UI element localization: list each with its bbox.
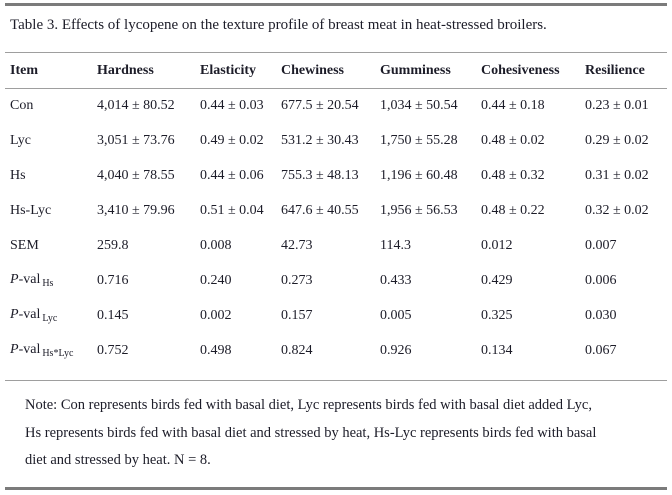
table-cell: 0.134 — [481, 342, 513, 358]
table-cell: 0.157 — [281, 307, 313, 323]
row-label: P-val Hs*Lyc — [10, 341, 74, 360]
table-row: SEM 259.8 0.008 42.73 114.3 0.012 0.007 — [10, 228, 662, 263]
table-cell: 0.48 ± 0.22 — [481, 202, 545, 218]
row-label-italic: P — [10, 306, 19, 322]
table-cell: 1,196 ± 60.48 — [380, 167, 458, 183]
table-cell: 0.005 — [380, 307, 412, 323]
table-cell: 0.824 — [281, 342, 313, 358]
data-table: Item Hardness Elasticity Chewiness Gumminess… — [10, 53, 662, 368]
table-cell: 0.145 — [97, 307, 129, 323]
table-cell: 0.273 — [281, 272, 313, 288]
note-line: Hs represents birds fed with basal diet … — [25, 424, 597, 441]
table-cell: 0.429 — [481, 272, 513, 288]
table-cell: 1,034 ± 50.54 — [380, 97, 458, 113]
table-cell: 0.29 ± 0.02 — [585, 132, 649, 148]
row-label-sub: Hs — [42, 278, 54, 290]
table-cell: 0.48 ± 0.02 — [481, 132, 545, 148]
table-cell: 0.752 — [97, 342, 129, 358]
table-cell: 0.012 — [481, 237, 513, 253]
row-label: P-val Hs — [10, 271, 54, 290]
table-row: Hs 4,040 ± 78.55 0.44 ± 0.06 755.3 ± 48.13 1… — [10, 158, 662, 193]
table-cell: 0.498 — [200, 342, 232, 358]
table-body: Con 4,014 ± 80.52 0.44 ± 0.03 677.5 ± 20.54… — [10, 88, 662, 368]
table-cell: 114.3 — [380, 237, 411, 253]
row-label: Lyc — [10, 132, 31, 148]
row-label-italic: P — [10, 341, 19, 357]
table-row: P-val Hs*Lyc 0.752 0.498 0.824 0.926 0.134 0.06… — [10, 333, 662, 368]
row-label-sub: Lyc — [42, 313, 58, 325]
header-cell: Cohesiveness — [481, 62, 560, 78]
table-cell: 0.008 — [200, 237, 232, 253]
table-caption: Table 3. Effects of lycopene on the text… — [10, 17, 547, 33]
table-cell: 0.44 ± 0.18 — [481, 97, 545, 113]
header-row: Item Hardness Elasticity Chewiness Gumminess… — [10, 53, 662, 88]
table-cell: 0.433 — [380, 272, 412, 288]
note-line: Note: Con represents birds fed with basa… — [25, 397, 592, 413]
table-row: Hs-Lyc 3,410 ± 79.96 0.51 ± 0.04 647.6 ± 40… — [10, 193, 662, 228]
table-cell: 4,040 ± 78.55 — [97, 167, 175, 183]
table-note: Note: Con represents birds fed with basa… — [25, 392, 660, 475]
table-row: Lyc 3,051 ± 73.76 0.49 ± 0.02 531.2 ± 30.43… — [10, 123, 662, 158]
footer-rule — [5, 380, 667, 381]
table-cell: 3,410 ± 79.96 — [97, 202, 175, 218]
table-cell: 1,956 ± 56.53 — [380, 202, 458, 218]
table-cell: 259.8 — [97, 237, 129, 253]
row-label: P-val Lyc — [10, 306, 58, 325]
table-cell: 42.73 — [281, 237, 313, 253]
table-cell: 0.32 ± 0.02 — [585, 202, 649, 218]
table-cell: 677.5 ± 20.54 — [281, 97, 359, 113]
table-cell: 0.48 ± 0.32 — [481, 167, 545, 183]
header-cell: Elasticity — [200, 62, 256, 78]
table-row: P-val Hs 0.716 0.240 0.273 0.433 0.429 0.006 — [10, 263, 662, 298]
table-cell: 0.002 — [200, 307, 232, 323]
table-cell: 1,750 ± 55.28 — [380, 132, 458, 148]
table-cell: 0.23 ± 0.01 — [585, 97, 649, 113]
top-rule — [5, 3, 667, 6]
table-cell: 0.067 — [585, 342, 617, 358]
row-label-sub: Hs*Lyc — [42, 348, 74, 360]
table-cell: 3,051 ± 73.76 — [97, 132, 175, 148]
table-cell: 0.44 ± 0.03 — [200, 97, 264, 113]
header-cell: Hardness — [97, 62, 154, 78]
row-label: Hs — [10, 167, 26, 183]
caption-rule — [5, 52, 667, 53]
table-cell: 0.926 — [380, 342, 412, 358]
row-label: Con — [10, 97, 34, 113]
table-cell: 0.44 ± 0.06 — [200, 167, 264, 183]
table-cell: 4,014 ± 80.52 — [97, 97, 175, 113]
table-row: P-val Lyc 0.145 0.002 0.157 0.005 0.325 0.030 — [10, 298, 662, 333]
table-cell: 0.49 ± 0.02 — [200, 132, 264, 148]
table-cell: 0.007 — [585, 237, 617, 253]
table-cell: 647.6 ± 40.55 — [281, 202, 359, 218]
table-cell: 755.3 ± 48.13 — [281, 167, 359, 183]
note-line: diet and stressed by heat. N = 8. — [25, 452, 211, 468]
header-cell: Chewiness — [281, 62, 345, 78]
table-row: Con 4,014 ± 80.52 0.44 ± 0.03 677.5 ± 20.54… — [10, 88, 662, 123]
table-cell: 0.51 ± 0.04 — [200, 202, 264, 218]
table-cell: 0.006 — [585, 272, 617, 288]
table-cell: 0.716 — [97, 272, 129, 288]
table-cell: 0.325 — [481, 307, 513, 323]
table-cell: 531.2 ± 30.43 — [281, 132, 359, 148]
table-cell: 0.31 ± 0.02 — [585, 167, 649, 183]
header-cell: Gumminess — [380, 62, 451, 78]
row-label: Hs-Lyc — [10, 202, 52, 218]
header-cell: Resilience — [585, 62, 645, 78]
table-cell: 0.240 — [200, 272, 232, 288]
row-label: SEM — [10, 237, 39, 253]
bottom-rule — [5, 487, 667, 490]
row-label-italic: P — [10, 271, 19, 287]
header-cell: Item — [10, 62, 38, 78]
table-cell: 0.030 — [585, 307, 617, 323]
header-rule — [5, 88, 667, 89]
